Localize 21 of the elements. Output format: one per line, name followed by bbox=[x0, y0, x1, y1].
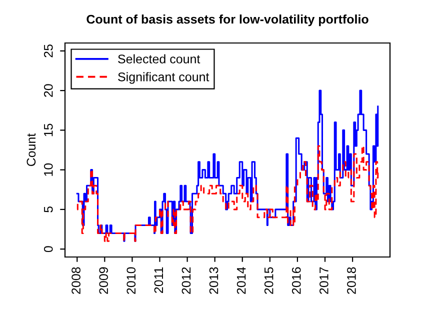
y-tick-label: 25 bbox=[44, 44, 53, 58]
legend-label: Significant count bbox=[118, 72, 210, 84]
y-tick-label: 15 bbox=[44, 124, 53, 136]
x-tick-label: 2010 bbox=[126, 267, 136, 294]
x-tick-label: 2008 bbox=[72, 267, 80, 294]
y-tick-label: 0 bbox=[44, 246, 53, 252]
y-tick-label: 5 bbox=[44, 206, 53, 212]
x-tick-label: 2009 bbox=[99, 267, 108, 294]
y-tick-label: 10 bbox=[44, 163, 53, 176]
y-tick-label: 20 bbox=[44, 84, 53, 97]
x-tick-label: 2017 bbox=[320, 267, 328, 294]
legend-label: Selected count bbox=[118, 54, 200, 64]
x-tick-label: 2014 bbox=[236, 267, 246, 294]
x-tick-label: 2016 bbox=[292, 267, 301, 294]
x-tick-label: 2012 bbox=[182, 267, 191, 294]
x-tick-label: 2013 bbox=[209, 267, 218, 294]
y-axis-title: Count bbox=[26, 133, 36, 166]
x-tick-label: 2011 bbox=[154, 267, 164, 293]
x-tick-label: 2018 bbox=[347, 267, 356, 294]
chart-title: Count of basis assets for low-volatility portfolio bbox=[86, 14, 368, 26]
x-tick-label: 2015 bbox=[264, 267, 274, 294]
